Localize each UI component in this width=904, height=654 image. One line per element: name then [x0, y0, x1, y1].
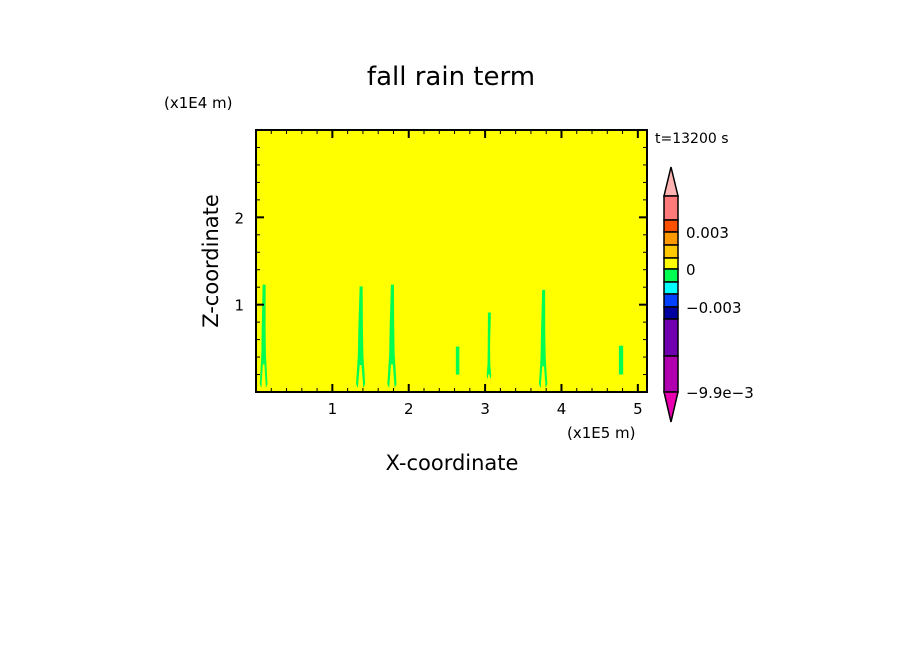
chart-title: fall rain term: [367, 62, 535, 92]
rain-feature: [618, 345, 624, 375]
colorbar-tick-label: −9.9e−3: [686, 384, 754, 402]
rain-feature: [356, 286, 366, 388]
colorbar-segment: [663, 231, 679, 246]
x-tick-label: 4: [557, 400, 567, 418]
x-tick-label: 2: [404, 400, 414, 418]
rain-feature: [259, 284, 268, 388]
colorbar-extend-top: [663, 166, 679, 197]
y-tick-label: 1: [234, 297, 244, 315]
colorbar-segment: [663, 195, 679, 221]
colorbar-segment: [663, 355, 679, 393]
x-tick-label: 1: [328, 400, 338, 418]
rain-feature: [455, 346, 460, 375]
colorbar-segment: [663, 219, 679, 233]
colorbar-segment: [663, 306, 679, 320]
colorbar-extend-bottom: [663, 391, 679, 423]
x-tick-label: 3: [480, 400, 490, 418]
plot-background: [256, 130, 647, 392]
x-axis-label: X-coordinate: [386, 451, 519, 475]
colorbar-segment: [663, 244, 679, 259]
y-tick-label: 2: [234, 209, 244, 227]
colorbar-segment: [663, 293, 679, 308]
time-label: t=13200 s: [655, 131, 729, 147]
rain-feature: [486, 312, 492, 380]
y-unit-label: (x1E4 m): [164, 94, 233, 112]
colorbar-segment: [663, 318, 679, 357]
rain-feature: [538, 289, 548, 388]
x-unit-label: (x1E5 m): [567, 424, 636, 442]
x-tick-label: 5: [633, 400, 643, 418]
rain-feature: [387, 284, 397, 388]
colorbar-segment: [663, 268, 679, 283]
colorbar-segment: [663, 281, 679, 295]
plot-frame: [255, 129, 648, 393]
colorbar-tick-label: −0.003: [686, 299, 742, 317]
colorbar-tick-label: 0.003: [686, 224, 729, 242]
colorbar: 0.003 0 −0.003 −9.9e−3: [663, 166, 754, 423]
colorbar-segment: [663, 257, 679, 270]
colorbar-tick-label: 0: [686, 261, 696, 279]
y-axis-label: Z-coordinate: [199, 194, 223, 328]
